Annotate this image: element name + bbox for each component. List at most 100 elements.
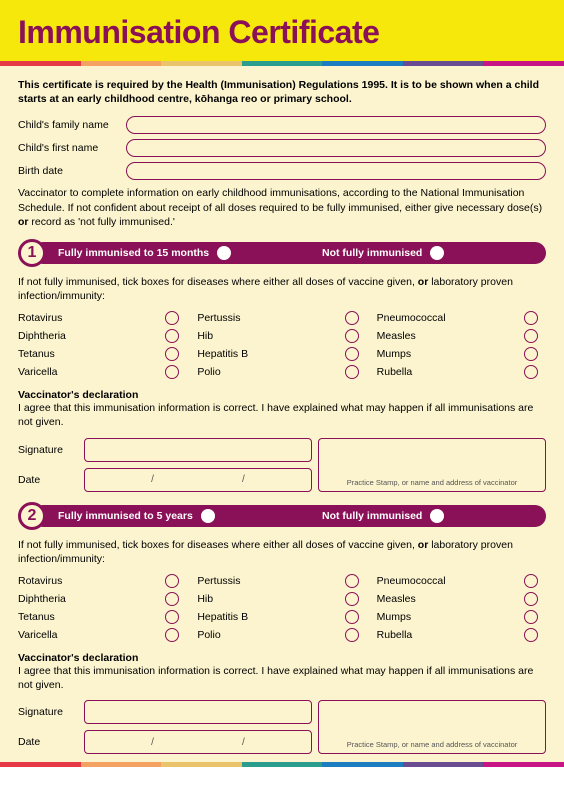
signature-grid: Signature Practice Stamp, or name and ad… — [18, 700, 546, 754]
date-input[interactable]: // — [84, 468, 312, 492]
family-name-input[interactable] — [126, 116, 546, 134]
disease-checkbox[interactable] — [524, 365, 538, 379]
status-bar: Fully immunised to 5 years Not fully imm… — [32, 505, 546, 527]
disease-label: Measles — [377, 593, 416, 605]
birth-date-row: Birth date — [18, 162, 546, 180]
disease-checkbox[interactable] — [524, 574, 538, 588]
disease-label: Pneumococcal — [377, 575, 446, 587]
disease-checkbox[interactable] — [345, 329, 359, 343]
disease-item: Measles — [377, 590, 546, 608]
declaration-text: I agree that this immunisation informati… — [18, 664, 546, 692]
disease-item: Polio — [197, 626, 366, 644]
disease-checkbox[interactable] — [165, 365, 179, 379]
first-name-input[interactable] — [126, 139, 546, 157]
disease-checkbox[interactable] — [524, 592, 538, 606]
disease-item: Pneumococcal — [377, 572, 546, 590]
declaration-title: Vaccinator's declaration — [18, 389, 546, 401]
declaration-title: Vaccinator's declaration — [18, 652, 546, 664]
fully-immunised-checkbox[interactable] — [217, 246, 231, 260]
disease-item: Tetanus — [18, 608, 187, 626]
disease-label: Rotavirus — [18, 575, 62, 587]
status-bar: Fully immunised to 15 months Not fully i… — [32, 242, 546, 264]
disease-item: Pertussis — [197, 309, 366, 327]
birth-date-label: Birth date — [18, 165, 126, 177]
family-name-row: Child's family name — [18, 116, 546, 134]
page-title: Immunisation Certificate — [0, 14, 564, 61]
disease-label: Polio — [197, 629, 220, 641]
disease-checkbox[interactable] — [345, 347, 359, 361]
disease-label: Hib — [197, 330, 213, 342]
signature-input[interactable] — [84, 438, 312, 462]
disease-checkbox[interactable] — [524, 311, 538, 325]
family-name-label: Child's family name — [18, 119, 126, 131]
disease-item: Measles — [377, 327, 546, 345]
disease-grid: RotavirusPertussisPneumococcalDiphtheria… — [18, 309, 546, 381]
rainbow-divider-top — [0, 61, 564, 66]
disease-checkbox[interactable] — [345, 574, 359, 588]
first-name-row: Child's first name — [18, 139, 546, 157]
rainbow-divider-bottom — [0, 762, 564, 767]
not-fully-immunised-label: Not fully immunised — [322, 247, 422, 259]
disease-label: Varicella — [18, 629, 58, 641]
disease-label: Pertussis — [197, 575, 240, 587]
disease-checkbox[interactable] — [165, 347, 179, 361]
disease-item: Polio — [197, 363, 366, 381]
section-number: 1 — [18, 239, 46, 267]
disease-label: Hepatitis B — [197, 348, 248, 360]
content-area: This certificate is required by the Heal… — [0, 66, 564, 762]
disease-item: Hib — [197, 327, 366, 345]
disease-label: Tetanus — [18, 348, 55, 360]
disease-checkbox[interactable] — [524, 329, 538, 343]
disease-checkbox[interactable] — [524, 628, 538, 642]
disease-item: Rotavirus — [18, 309, 187, 327]
date-input[interactable]: // — [84, 730, 312, 754]
disease-label: Polio — [197, 366, 220, 378]
disease-checkbox[interactable] — [165, 628, 179, 642]
disease-label: Varicella — [18, 366, 58, 378]
disease-item: Rotavirus — [18, 572, 187, 590]
disease-checkbox[interactable] — [345, 628, 359, 642]
page: Immunisation Certificate This certificat… — [0, 0, 564, 767]
disease-checkbox[interactable] — [345, 365, 359, 379]
signature-grid: Signature Practice Stamp, or name and ad… — [18, 438, 546, 492]
intro-text: This certificate is required by the Heal… — [18, 78, 546, 106]
disease-checkbox[interactable] — [345, 311, 359, 325]
disease-item: Varicella — [18, 363, 187, 381]
signature-label: Signature — [18, 706, 78, 718]
date-label: Date — [18, 474, 78, 486]
disease-checkbox[interactable] — [345, 592, 359, 606]
disease-label: Rubella — [377, 629, 413, 641]
disease-item: Mumps — [377, 608, 546, 626]
disease-checkbox[interactable] — [524, 610, 538, 624]
date-label: Date — [18, 736, 78, 748]
birth-date-input[interactable] — [126, 162, 546, 180]
disease-item: Hepatitis B — [197, 345, 366, 363]
disease-checkbox[interactable] — [524, 347, 538, 361]
disease-item: Hib — [197, 590, 366, 608]
fully-immunised-checkbox[interactable] — [201, 509, 215, 523]
section-header: 2 Fully immunised to 5 years Not fully i… — [18, 502, 546, 530]
disease-checkbox[interactable] — [165, 610, 179, 624]
disease-item: Diphtheria — [18, 590, 187, 608]
vaccinator-note: Vaccinator to complete information on ea… — [18, 186, 546, 229]
not-fully-immunised-checkbox[interactable] — [430, 509, 444, 523]
practice-stamp-box[interactable]: Practice Stamp, or name and address of v… — [318, 700, 546, 754]
disease-label: Mumps — [377, 611, 411, 623]
disease-checkbox[interactable] — [345, 610, 359, 624]
practice-stamp-box[interactable]: Practice Stamp, or name and address of v… — [318, 438, 546, 492]
disease-item: Hepatitis B — [197, 608, 366, 626]
disease-label: Rotavirus — [18, 312, 62, 324]
disease-grid: Rotavirus Pertussis Pneumococcal Diphtheria… — [18, 572, 546, 644]
disease-checkbox[interactable] — [165, 329, 179, 343]
disease-label: Hepatitis B — [197, 611, 248, 623]
disease-label: Hib — [197, 593, 213, 605]
not-fully-immunised-checkbox[interactable] — [430, 246, 444, 260]
disease-checkbox[interactable] — [165, 311, 179, 325]
disease-item: Mumps — [377, 345, 546, 363]
disease-checkbox[interactable] — [165, 592, 179, 606]
signature-input[interactable] — [84, 700, 312, 724]
tick-instruction: If not fully immunised, tick boxes for d… — [18, 275, 546, 303]
disease-checkbox[interactable] — [165, 574, 179, 588]
disease-item: Tetanus — [18, 345, 187, 363]
disease-label: Rubella — [377, 366, 413, 378]
